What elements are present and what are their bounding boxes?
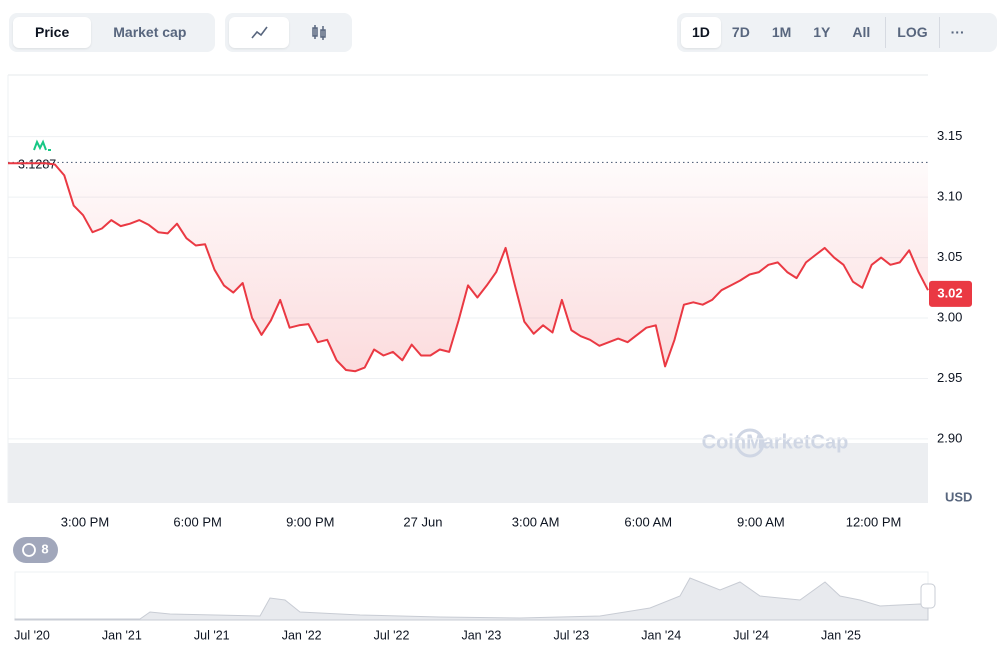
- history-badge[interactable]: [13, 537, 58, 563]
- y-tick-label: 3.15: [937, 128, 962, 143]
- y-tick-label: 2.90: [937, 430, 962, 445]
- y-tick-label: 2.95: [937, 370, 962, 385]
- range-group: 1D 7D 1M 1Y All LOG ···: [677, 13, 997, 52]
- line-icon: [251, 26, 268, 39]
- navigator-label: Jul '22: [374, 628, 410, 642]
- x-tick-label: 9:00 AM: [737, 514, 785, 529]
- range-button[interactable]: All: [852, 24, 871, 40]
- navigator-handle[interactable]: [920, 583, 936, 609]
- navigator-label: Jan '23: [461, 628, 501, 642]
- candle-icon: [312, 25, 326, 40]
- x-tick-label: 3:00 AM: [512, 514, 560, 529]
- x-tick-label: 6:00 PM: [173, 514, 221, 529]
- tab-group: Price Market cap: [9, 13, 215, 52]
- x-tick-label: 3:00 PM: [61, 514, 109, 529]
- range-button[interactable]: 1M: [771, 24, 792, 40]
- navigator-label: Jan '22: [282, 628, 322, 642]
- candle-chart-button[interactable]: [289, 17, 349, 48]
- x-tick-label: 27 Jun: [403, 514, 442, 529]
- range-button[interactable]: 7D: [731, 24, 750, 40]
- navigator-label: Jul '23: [553, 628, 589, 642]
- x-tick-label: 12:00 PM: [846, 514, 902, 529]
- navigator-label: Jul '20: [14, 628, 50, 642]
- watermark-logo: [735, 428, 765, 458]
- navigator-label: Jul '24: [733, 628, 769, 642]
- navigator: [14, 571, 929, 621]
- navigator-area: [14, 577, 929, 621]
- area: [8, 162, 928, 372]
- history-count: 8: [41, 541, 48, 556]
- line-chart-button[interactable]: [229, 17, 289, 48]
- current-price-label: 3.02: [937, 285, 962, 300]
- tab[interactable]: Market cap: [113, 24, 187, 40]
- y-tick-label: 3.10: [937, 189, 962, 204]
- logo-icon: [33, 139, 51, 151]
- navigator-label: Jan '25: [821, 628, 861, 642]
- x-tick-label: 9:00 PM: [286, 514, 334, 529]
- current-price-tag: [929, 280, 972, 307]
- x-tick-label: 6:00 AM: [624, 514, 672, 529]
- range-button[interactable]: LOG: [885, 17, 938, 48]
- y-tick-label: 3.00: [937, 309, 962, 324]
- price-line: [8, 162, 929, 373]
- volume-area: [8, 443, 928, 503]
- history-icon: [22, 543, 36, 557]
- tab[interactable]: Price: [13, 17, 92, 48]
- more-button[interactable]: ···: [938, 17, 976, 48]
- reference-label: 3.1287: [18, 158, 56, 172]
- range-button[interactable]: 1D: [681, 17, 721, 48]
- watermark: CoinMarketCap: [702, 431, 849, 453]
- navigator-label: Jan '24: [641, 628, 681, 642]
- y-axis-label: USD: [945, 489, 972, 504]
- navigator-label: Jan '21: [102, 628, 142, 642]
- chart-type-group: [225, 13, 352, 52]
- navigator-label: Jul '21: [194, 628, 230, 642]
- range-button[interactable]: 1Y: [813, 24, 831, 40]
- y-tick-label: 3.05: [937, 249, 962, 264]
